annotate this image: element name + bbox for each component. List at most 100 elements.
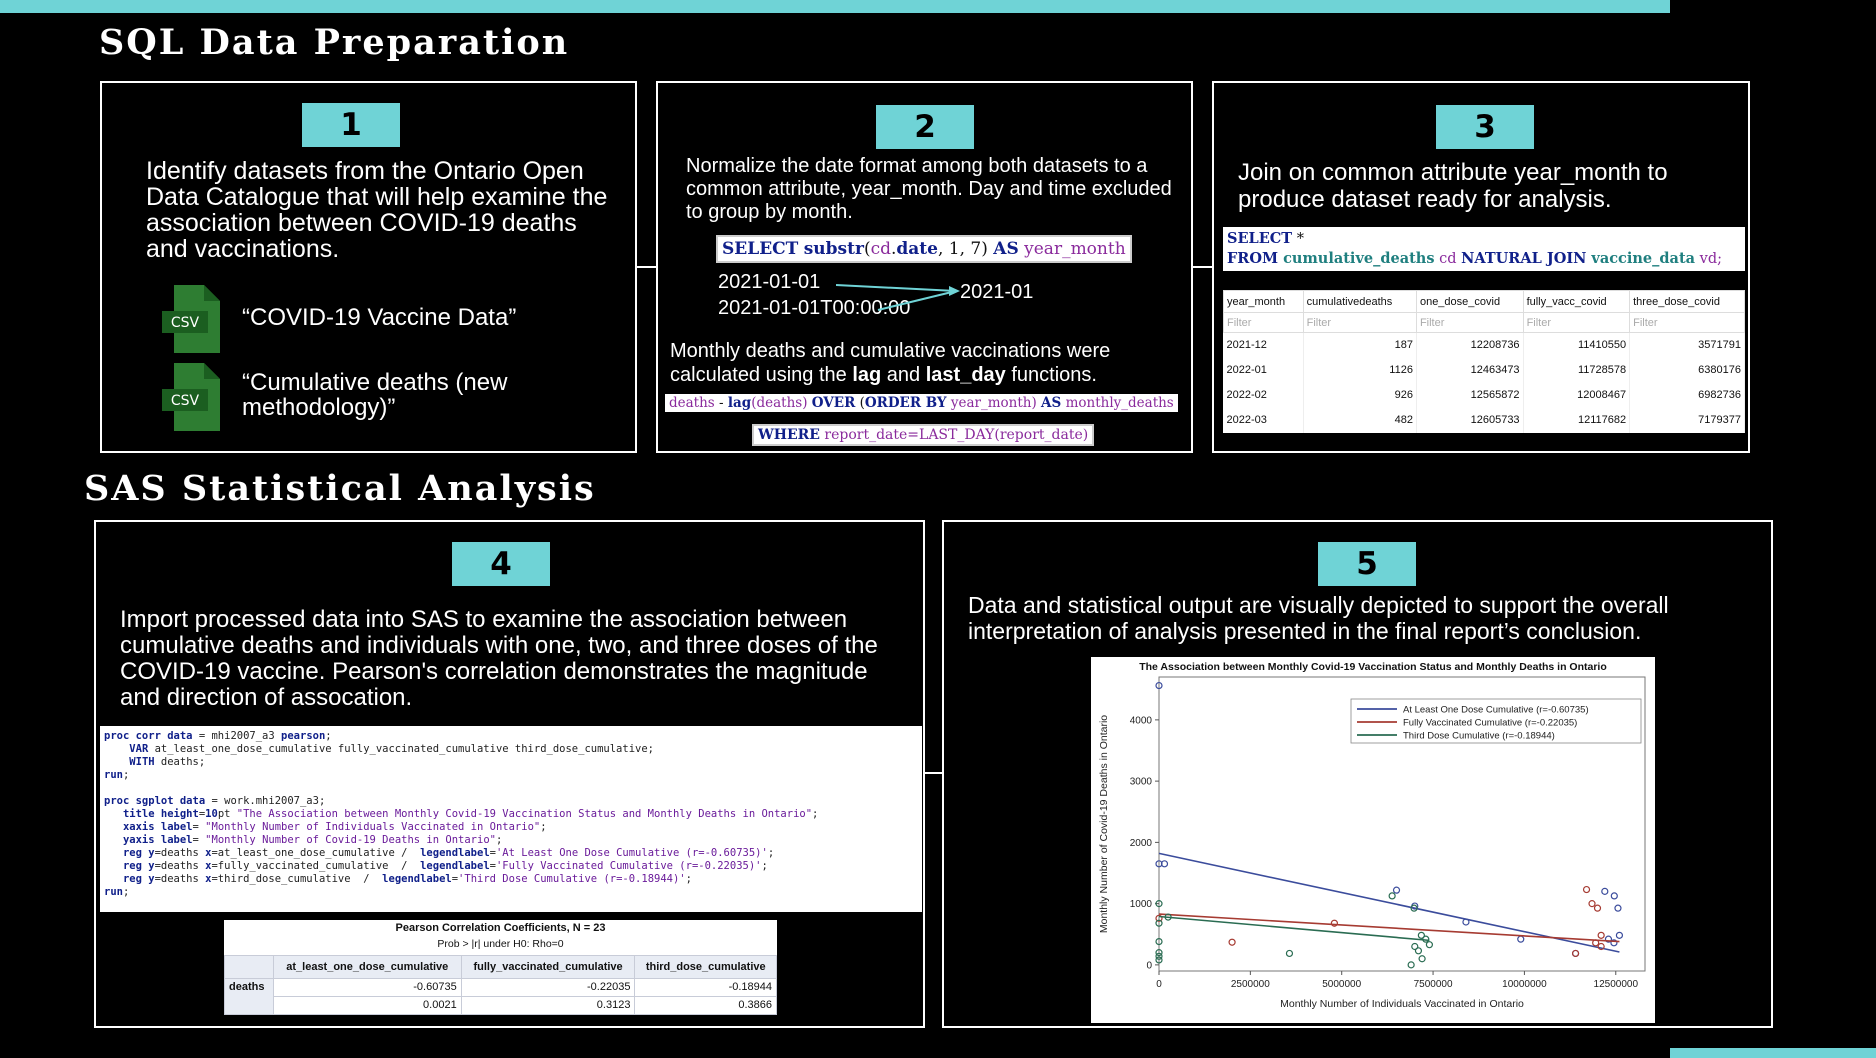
filter-input[interactable]: Filter — [1415, 312, 1524, 333]
data-point — [1155, 681, 1163, 690]
table-cell: 12008467 — [1523, 382, 1631, 408]
column-header: at_least_one_dose_cumulative — [272, 955, 462, 979]
top-accent-bar — [0, 0, 1670, 13]
dataset-label: “COVID-19 Vaccine Data” — [242, 304, 517, 331]
table-cell: 12463473 — [1416, 357, 1524, 383]
csv-badge-text: CSV — [171, 315, 200, 331]
date-input-2: 2021-01-01T00:00:00 — [718, 297, 911, 319]
step-4-panel: 4 Import processed data into SAS to exam… — [94, 520, 925, 1028]
connector-4-5 — [925, 772, 942, 774]
column-header[interactable]: three_dose_covid — [1629, 290, 1745, 313]
step-number-badge: 3 — [1436, 105, 1534, 149]
column-header: fully_vaccinated_cumulative — [460, 955, 636, 979]
step-5-panel: 5 Data and statistical output are visual… — [942, 520, 1773, 1028]
x-tick-label: 2500000 — [1231, 979, 1270, 990]
column-header[interactable]: one_dose_covid — [1415, 290, 1524, 313]
data-point — [1610, 939, 1618, 947]
legend-label: Third Dose Cumulative (r=-0.18944) — [1403, 731, 1555, 742]
pearson-correlation-table: Pearson Correlation Coefficients, N = 23… — [224, 920, 777, 1015]
data-point — [1155, 919, 1163, 927]
chart-legend — [1350, 698, 1642, 744]
column-header: third_dose_cumulative — [634, 955, 777, 979]
code-line — [104, 782, 918, 795]
data-point — [1392, 886, 1401, 894]
data-point — [1155, 952, 1163, 960]
filter-row: Filter Filter Filter Filter Filter — [1223, 312, 1745, 333]
sql-code-where: WHERE report_date=LAST_DAY(report_date) — [752, 424, 1095, 446]
data-point — [1411, 942, 1419, 951]
x-tick-label: 7500000 — [1414, 979, 1453, 990]
y-tick-label: 0 — [1146, 960, 1152, 971]
step-description: Import processed data into SAS to examin… — [120, 606, 878, 711]
column-header[interactable]: year_month — [1223, 290, 1304, 313]
step-description: Identify datasets from the Ontario Open … — [146, 157, 608, 263]
table-row: 2021-12 187 12208736 11410550 3571791 — [1223, 332, 1745, 358]
filter-input[interactable]: Filter — [1302, 312, 1417, 333]
data-point — [1582, 885, 1591, 894]
sql-code-substr: SELECT substr(cd.date, 1, 7) AS year_mon… — [716, 235, 1132, 263]
table-cell: 482 — [1303, 407, 1417, 433]
table-cell: 926 — [1303, 382, 1417, 408]
section-title-sas: SAS Statistical Analysis — [84, 468, 596, 509]
step-number-badge: 1 — [302, 103, 400, 147]
table-cell: 2022-01 — [1223, 357, 1304, 383]
coefficient-cell: -0.22035 — [460, 978, 636, 997]
column-header[interactable]: fully_vacc_covid — [1522, 290, 1631, 313]
step-description: Join on common attribute year_month to p… — [1238, 159, 1668, 213]
data-point — [1388, 892, 1396, 900]
joined-dataset-table: year_month cumulativedeaths one_dose_cov… — [1223, 290, 1745, 433]
table-cell: 6982736 — [1629, 382, 1745, 408]
data-point — [1610, 892, 1618, 900]
code-line: reg y=deaths x=third_dose_cumulative / l… — [122, 873, 692, 885]
data-point — [1597, 942, 1605, 951]
column-header — [224, 955, 274, 979]
filter-input[interactable]: Filter — [1223, 312, 1304, 333]
regression-line — [1158, 913, 1620, 943]
step-description: Data and statistical output are visually… — [968, 592, 1669, 644]
step-number-badge: 4 — [452, 542, 550, 586]
step-1-panel: 1 Identify datasets from the Ontario Ope… — [100, 81, 637, 453]
table-header-row: year_month cumulativedeaths one_dose_cov… — [1223, 290, 1745, 313]
step-2-panel: 2 Normalize the date format among both d… — [656, 81, 1193, 453]
section-title-sql: SQL Data Preparation — [99, 22, 570, 63]
code-line: title height=10pt "The Association betwe… — [122, 808, 819, 820]
data-point — [1571, 949, 1580, 958]
data-point — [1155, 949, 1163, 957]
x-tick-label: 12500000 — [1594, 979, 1639, 990]
x-tick-label: 0 — [1156, 979, 1162, 990]
data-point — [1410, 904, 1418, 912]
regression-line — [1158, 852, 1620, 953]
code-line: proc corr data = mhi2007_a3 pearson; — [104, 730, 332, 742]
data-point — [1425, 941, 1434, 949]
data-point — [1155, 914, 1163, 922]
chart-title: The Association between Monthly Covid-19… — [1139, 661, 1607, 673]
dataset-label: “Cumulative deaths (new methodology)” — [242, 369, 508, 421]
code-line: VAR at_least_one_dose_cumulative fully_v… — [129, 743, 654, 755]
column-header[interactable]: cumulativedeaths — [1302, 290, 1417, 313]
table-cell: 2021-12 — [1223, 332, 1304, 358]
x-tick-label: 5000000 — [1322, 979, 1361, 990]
filter-input[interactable]: Filter — [1522, 312, 1631, 333]
sql-code-join: SELECT * FROM cumulative_deaths cd NATURA… — [1223, 227, 1745, 271]
table-cell: 12565872 — [1416, 382, 1524, 408]
table-cell: 11728578 — [1523, 357, 1631, 383]
y-tick-label: 1000 — [1130, 899, 1153, 910]
table-cell: 11410550 — [1523, 332, 1631, 358]
y-tick-label: 3000 — [1130, 777, 1153, 788]
legend-label: At Least One Dose Cumulative (r=-0.60735… — [1403, 705, 1589, 716]
table-cell: 2022-03 — [1223, 407, 1304, 433]
arrow-icon — [836, 284, 960, 311]
x-axis-label: Monthly Number of Individuals Vaccinated… — [1280, 998, 1524, 1010]
data-point — [1330, 919, 1338, 927]
data-point — [1155, 938, 1163, 946]
bottom-accent-bar — [1670, 1048, 1876, 1058]
filter-input[interactable]: Filter — [1629, 312, 1745, 333]
table-cell: 3571791 — [1629, 332, 1745, 358]
data-point — [1615, 931, 1624, 939]
data-point — [1155, 900, 1163, 908]
sql-code-lag: deaths - lag(deaths) OVER (ORDER BY year… — [665, 394, 1178, 412]
y-tick-label: 4000 — [1130, 715, 1153, 726]
step-description: Normalize the date format among both dat… — [686, 155, 1172, 223]
table-cell: 6380176 — [1629, 357, 1745, 383]
step-3-panel: 3 Join on common attribute year_month to… — [1212, 81, 1750, 453]
